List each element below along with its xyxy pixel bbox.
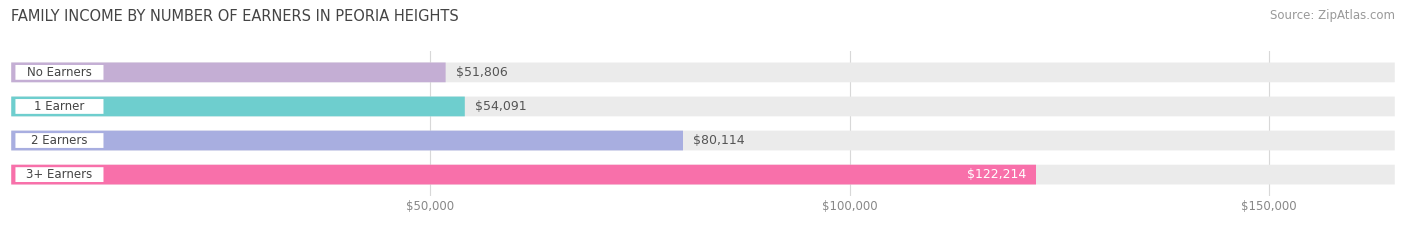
Text: $80,114: $80,114 — [693, 134, 745, 147]
FancyBboxPatch shape — [15, 167, 104, 182]
Text: FAMILY INCOME BY NUMBER OF EARNERS IN PEORIA HEIGHTS: FAMILY INCOME BY NUMBER OF EARNERS IN PE… — [11, 9, 458, 24]
Text: No Earners: No Earners — [27, 66, 91, 79]
Text: $54,091: $54,091 — [475, 100, 526, 113]
FancyBboxPatch shape — [11, 62, 1395, 82]
Text: 2 Earners: 2 Earners — [31, 134, 87, 147]
Text: 3+ Earners: 3+ Earners — [27, 168, 93, 181]
FancyBboxPatch shape — [15, 133, 104, 148]
Text: $122,214: $122,214 — [967, 168, 1026, 181]
FancyBboxPatch shape — [15, 99, 104, 114]
FancyBboxPatch shape — [11, 62, 446, 82]
FancyBboxPatch shape — [15, 65, 104, 80]
FancyBboxPatch shape — [11, 165, 1036, 185]
FancyBboxPatch shape — [11, 131, 683, 151]
Text: 1 Earner: 1 Earner — [34, 100, 84, 113]
FancyBboxPatch shape — [11, 131, 1395, 151]
FancyBboxPatch shape — [11, 96, 1395, 116]
FancyBboxPatch shape — [11, 96, 465, 116]
Text: $51,806: $51,806 — [456, 66, 508, 79]
Text: Source: ZipAtlas.com: Source: ZipAtlas.com — [1270, 9, 1395, 22]
FancyBboxPatch shape — [11, 165, 1395, 185]
